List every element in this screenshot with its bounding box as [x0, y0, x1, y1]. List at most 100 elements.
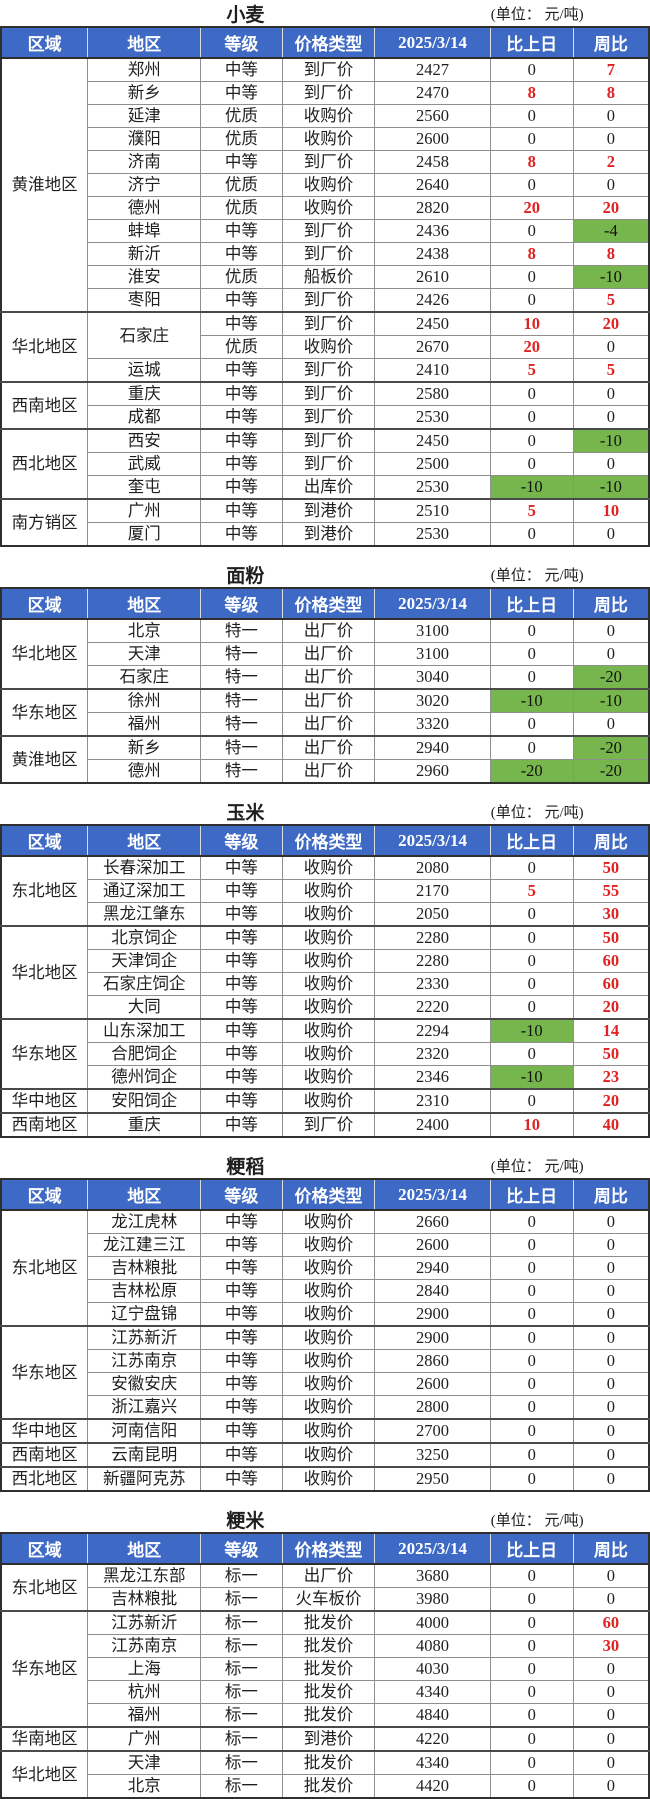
column-header: 区域	[0, 26, 89, 59]
week-change-cell: 0	[572, 642, 650, 666]
grade-cell: 中等	[200, 879, 283, 903]
table-row: 华北地区 北京饲企 中等 收购价 2280 0 50	[0, 925, 650, 1020]
table-row: 吉林粮批 标一 火车板价 3980 0 0	[1, 1587, 650, 1612]
table-row: 南方销区 广州 中等 到港价 2510 5 10	[0, 498, 650, 547]
grade-cell: 中等	[200, 972, 283, 996]
week-change-cell: 40	[572, 1112, 650, 1138]
region-cell: 华北地区	[0, 311, 89, 383]
section-header: 玉米 (单位： 元/吨)	[0, 798, 650, 824]
table-row: 武威 中等 到厂价 2500 0 0	[1, 452, 650, 476]
day-change-cell: 0	[489, 1774, 574, 1799]
week-change-cell: 60	[572, 1610, 650, 1635]
area-cell: 德州	[87, 196, 202, 220]
day-change-cell: 0	[489, 1209, 574, 1234]
section-title: 玉米	[226, 802, 265, 824]
table-row: 天津 特一 出厂价 3100 0 0	[1, 642, 650, 666]
table-row: 华东地区 山东深加工 中等 收购价 2294 -10 14	[0, 1018, 650, 1090]
area-cell: 龙江建三江	[87, 1233, 202, 1257]
column-header: 等级	[200, 1532, 283, 1565]
week-change-cell: 20	[572, 196, 650, 220]
area-cell: 运城	[87, 358, 202, 383]
week-change-cell: -4	[572, 219, 650, 243]
region-cell: 东北地区	[0, 1209, 89, 1327]
week-change-cell: 14	[572, 1018, 650, 1043]
price-type-cell: 批发价	[281, 1774, 376, 1799]
price-cell: 2436	[374, 219, 491, 243]
day-change-cell: 5	[489, 879, 574, 903]
grade-cell: 标一	[200, 1587, 283, 1612]
day-change-cell: 5	[489, 358, 574, 383]
week-change-cell: 0	[572, 712, 650, 737]
column-header: 等级	[200, 26, 283, 59]
area-cell: 新乡	[87, 81, 202, 105]
price-type-cell: 到港价	[281, 1726, 376, 1752]
grade-cell: 中等	[200, 1018, 283, 1043]
week-change-cell: 0	[572, 381, 650, 406]
table-row: 上海 标一 批发价 4030 0 0	[1, 1657, 650, 1681]
section-header: 粳米 (单位： 元/吨)	[0, 1506, 650, 1532]
price-cell: 2600	[374, 1372, 491, 1396]
table-body: 东北地区 龙江虎林 中等 收购价 2660 0 0 龙江建三江 中等 收购价 2600 0 0 吉林粮批中…	[0, 1209, 650, 1492]
section-title: 粳米	[226, 1510, 265, 1532]
price-type-cell: 到港价	[281, 522, 376, 547]
grade-cell: 优质	[200, 265, 283, 289]
price-cell: 2500	[374, 452, 491, 476]
week-change-cell: 0	[572, 1233, 650, 1257]
table-row: 黄淮地区 郑州 中等 到厂价 2427 0 7	[0, 57, 650, 313]
day-change-cell: 0	[489, 1256, 574, 1280]
table-row: 黑龙江肇东 中等 收购价 2050 0 30	[1, 902, 650, 927]
week-change-cell: 7	[572, 57, 650, 82]
price-cell: 2940	[374, 735, 491, 760]
day-change-cell: 20	[489, 335, 574, 359]
week-change-cell: 0	[572, 1442, 650, 1468]
area-cell: 德州饲企	[87, 1065, 202, 1090]
table-body: 黄淮地区 郑州 中等 到厂价 2427 0 7 新乡 中等 到厂价 2470 8 8 延津 优质 收购价 256…	[0, 57, 650, 547]
column-header: 地区	[87, 26, 202, 59]
price-table: 区域 地区 等级 价格类型 2025/3/14 比上日 周比 东北地区 黑龙江东部 标一 出厂价 36…	[0, 1532, 650, 1799]
price-cell: 2820	[374, 196, 491, 220]
week-change-cell: 0	[572, 618, 650, 643]
area-cell: 淮安	[87, 265, 202, 289]
table-row: 西北地区 西安 中等 到厂价 2450 0 -10	[0, 428, 650, 500]
price-type-cell: 收购价	[281, 925, 376, 950]
grade-cell: 特一	[200, 665, 283, 690]
day-change-cell: 0	[489, 1395, 574, 1420]
price-type-cell: 收购价	[281, 1302, 376, 1327]
grade-cell: 中等	[200, 219, 283, 243]
price-cell: 3020	[374, 688, 491, 713]
day-change-cell: 0	[489, 405, 574, 430]
area-cell: 石家庄	[87, 665, 202, 690]
day-change-cell: 0	[489, 855, 574, 880]
day-change-cell: 0	[489, 1587, 574, 1612]
column-header: 区域	[0, 824, 89, 857]
area-cell: 天津	[87, 1750, 202, 1775]
area-cell: 福州	[87, 712, 202, 737]
day-change-cell: 0	[489, 173, 574, 197]
region-cell: 东北地区	[0, 1563, 89, 1612]
column-header: 价格类型	[281, 587, 376, 620]
grade-cell: 中等	[200, 1065, 283, 1090]
price-cell: 2346	[374, 1065, 491, 1090]
price-cell: 2170	[374, 879, 491, 903]
table-row: 延津 优质 收购价 2560 0 0	[1, 104, 650, 128]
area-cell: 北京	[87, 1774, 202, 1799]
grade-cell: 中等	[200, 1349, 283, 1373]
price-cell: 4340	[374, 1680, 491, 1704]
price-type-cell: 收购价	[281, 1466, 376, 1492]
grade-cell: 优质	[200, 335, 283, 359]
price-type-cell: 收购价	[281, 972, 376, 996]
week-change-cell: 0	[572, 1680, 650, 1704]
week-change-cell: 55	[572, 879, 650, 903]
area-cell: 天津饲企	[87, 949, 202, 973]
header-row: 区域 地区 等级 价格类型 2025/3/14 比上日 周比	[0, 824, 650, 857]
area-cell: 通辽深加工	[87, 879, 202, 903]
grade-cell: 中等	[200, 1442, 283, 1468]
grade-cell: 中等	[200, 1209, 283, 1234]
day-change-cell: 0	[489, 1279, 574, 1303]
price-table: 区域 地区 等级 价格类型 2025/3/14 比上日 周比 黄淮地区 郑州 中等 到厂价 2427 0…	[0, 26, 650, 547]
day-change-cell: 8	[489, 81, 574, 105]
week-change-cell: 50	[572, 925, 650, 950]
column-header: 比上日	[489, 824, 574, 857]
table-head: 区域 地区 等级 价格类型 2025/3/14 比上日 周比	[0, 1178, 650, 1211]
price-cell: 3040	[374, 665, 491, 690]
